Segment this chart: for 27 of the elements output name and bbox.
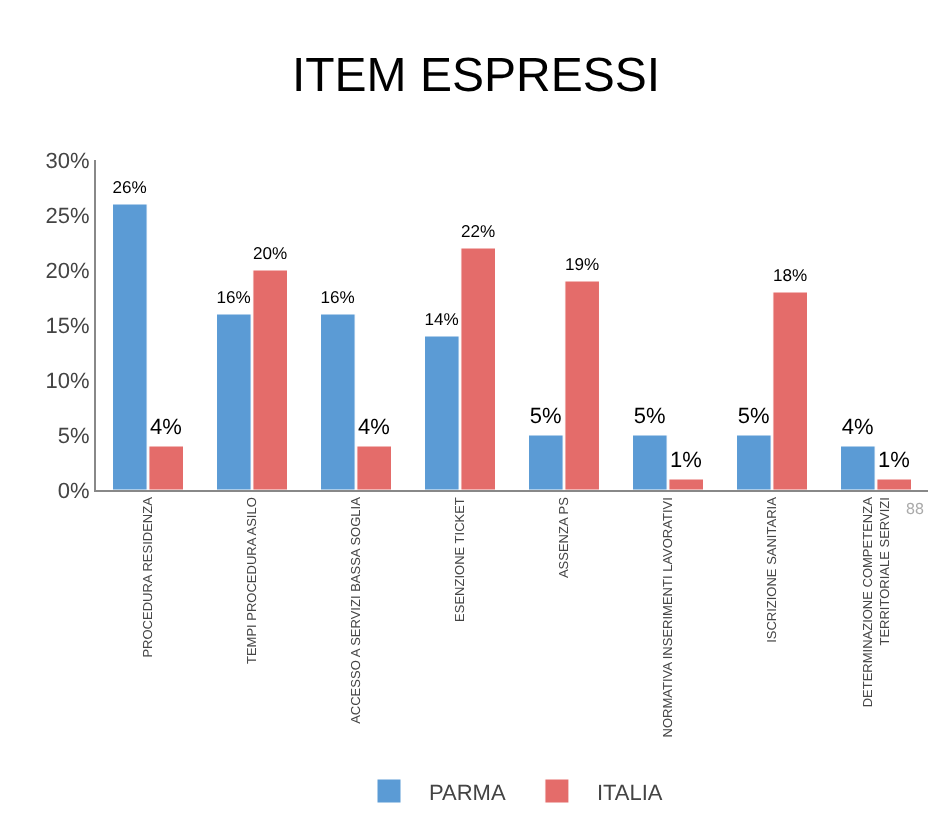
legend-label: PARMA <box>429 781 507 806</box>
data-label: 1% <box>878 449 911 473</box>
data-label: 22% <box>460 221 496 242</box>
y-tick-label: 25% <box>45 204 91 229</box>
legend-label: ITALIA <box>596 781 664 806</box>
data-label: 1% <box>670 449 703 473</box>
y-tick-label: 20% <box>45 259 91 284</box>
data-label: 18% <box>772 265 808 286</box>
y-tick-label: 0% <box>57 479 91 504</box>
data-label: 19% <box>564 254 600 275</box>
data-label: 14% <box>424 309 460 330</box>
data-label: 5% <box>529 405 562 429</box>
text: 88 <box>906 500 925 518</box>
data-label: 20% <box>252 243 288 264</box>
data-label: 16% <box>216 287 252 308</box>
data-label: 5% <box>737 405 770 429</box>
y-tick-label: 10% <box>45 369 91 394</box>
data-label: 16% <box>320 287 356 308</box>
chart-title: ITEM ESPRESSI <box>291 49 661 103</box>
y-tick-label: 15% <box>45 314 91 339</box>
data-label: 5% <box>633 405 666 429</box>
y-tick-label: 5% <box>57 424 91 449</box>
y-tick-label: 30% <box>45 149 91 174</box>
data-label: 4% <box>841 416 874 440</box>
data-label: 4% <box>150 416 183 440</box>
data-label: 4% <box>358 416 391 440</box>
data-label: 26% <box>112 177 148 198</box>
